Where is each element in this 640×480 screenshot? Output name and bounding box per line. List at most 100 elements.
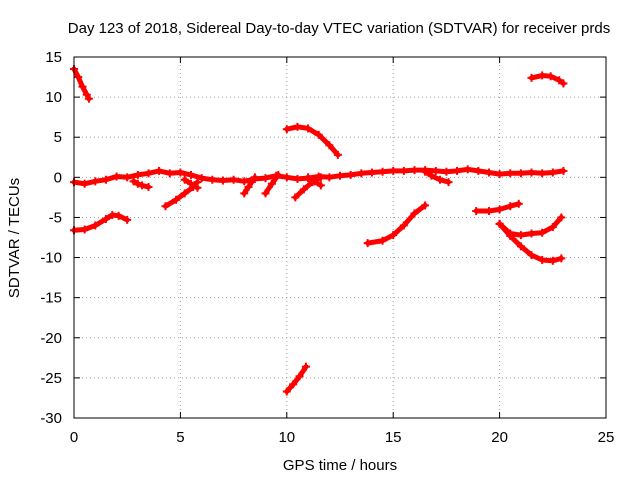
y-tick-label: -25 <box>40 370 62 387</box>
data-point <box>155 166 164 175</box>
series-line-arc-13 <box>284 364 309 394</box>
data-point <box>527 251 536 260</box>
data-point <box>144 169 153 178</box>
x-axis-label: GPS time / hours <box>283 457 397 474</box>
data-point <box>133 170 142 179</box>
data-point <box>453 166 462 175</box>
data-point <box>176 168 185 177</box>
data-point <box>261 174 270 183</box>
data-point <box>538 71 547 80</box>
data-point <box>421 201 430 210</box>
y-tick-label: 5 <box>54 129 62 146</box>
data-point <box>114 211 123 220</box>
series-line-arc-10 <box>422 169 451 185</box>
data-point <box>282 173 291 182</box>
data-point <box>138 181 147 190</box>
data-point <box>80 225 89 234</box>
data-point <box>101 215 110 224</box>
data-point <box>538 169 547 178</box>
data-point <box>123 215 132 224</box>
data-point <box>144 182 153 191</box>
data-point <box>91 221 100 230</box>
x-tick-label: 15 <box>385 429 402 446</box>
y-tick-label: 15 <box>45 49 62 66</box>
axis-ticks: 0 5 10 15 20 25 15 10 5 0 -5 -10 -15 -20 -25 -30 <box>40 49 614 446</box>
data-point <box>484 168 493 177</box>
data-point <box>527 73 536 82</box>
data-point <box>410 209 419 218</box>
x-tick-label: 0 <box>70 429 78 446</box>
data-point <box>325 173 334 182</box>
data-series <box>70 65 568 396</box>
data-point <box>399 166 408 175</box>
data-point <box>310 177 319 186</box>
data-point <box>442 167 451 176</box>
data-point <box>495 205 504 214</box>
data-point <box>187 170 196 179</box>
data-point <box>295 372 304 381</box>
data-point <box>112 172 121 181</box>
data-point <box>527 229 536 238</box>
data-point <box>197 174 206 183</box>
data-point <box>293 174 302 183</box>
data-point <box>538 255 547 264</box>
x-tick-label: 20 <box>491 429 508 446</box>
data-point <box>282 125 291 134</box>
data-point <box>555 76 564 85</box>
data-point <box>304 173 313 182</box>
y-tick-label: -15 <box>40 290 62 307</box>
data-point <box>123 173 132 182</box>
data-point <box>548 256 557 265</box>
data-point <box>546 72 555 81</box>
data-point <box>389 166 398 175</box>
data-point <box>80 179 89 188</box>
data-point <box>208 175 217 184</box>
data-point <box>240 189 249 198</box>
data-point <box>299 185 308 194</box>
y-tick-label: 0 <box>54 169 62 186</box>
data-point <box>165 169 174 178</box>
data-point <box>548 223 557 232</box>
data-point <box>325 141 334 150</box>
data-point <box>293 122 302 131</box>
data-point <box>557 254 566 263</box>
data-point <box>172 195 181 204</box>
data-point <box>506 202 515 211</box>
data-point <box>78 82 87 91</box>
data-point <box>261 189 270 198</box>
data-point <box>129 177 138 186</box>
data-point <box>316 173 325 182</box>
data-point <box>548 168 557 177</box>
data-point <box>267 179 276 188</box>
data-point <box>514 199 523 208</box>
data-point <box>427 171 436 180</box>
data-point <box>91 177 100 186</box>
data-point <box>301 362 310 371</box>
data-point <box>346 170 355 179</box>
data-point <box>557 213 566 222</box>
data-point <box>431 166 440 175</box>
data-point <box>506 231 515 240</box>
data-point <box>193 183 202 192</box>
data-point <box>559 166 568 175</box>
data-point <box>484 207 493 216</box>
y-tick-label: -10 <box>40 250 62 267</box>
data-point <box>559 79 568 88</box>
data-point <box>363 239 372 248</box>
data-point <box>410 166 419 175</box>
data-point <box>161 202 170 211</box>
data-point <box>250 173 259 182</box>
data-point <box>357 169 366 178</box>
data-point <box>240 177 249 186</box>
data-point <box>474 166 483 175</box>
data-point <box>378 236 387 245</box>
data-point <box>180 175 189 184</box>
data-point <box>316 181 325 190</box>
chart-title: Day 123 of 2018, Sidereal Day-to-day VTE… <box>68 20 610 37</box>
data-point <box>187 179 196 188</box>
data-point <box>84 94 93 103</box>
data-point <box>74 73 83 82</box>
data-point <box>389 231 398 240</box>
x-tick-label: 25 <box>598 429 615 446</box>
